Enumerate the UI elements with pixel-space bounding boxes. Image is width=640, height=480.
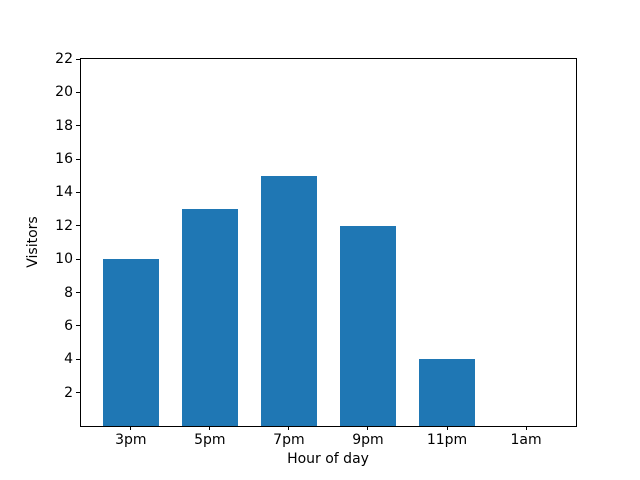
y-tick-mark xyxy=(76,125,80,127)
x-tick-mark xyxy=(209,426,211,430)
y-tick-label: 14 xyxy=(55,184,73,201)
y-tick-mark xyxy=(76,325,80,327)
x-tick-mark xyxy=(367,426,369,430)
y-tick-label: 22 xyxy=(55,51,73,67)
x-tick-label: 1am xyxy=(510,432,542,448)
y-tick-mark xyxy=(76,258,80,260)
y-axis-label: Visitors xyxy=(25,216,41,268)
y-tick-mark xyxy=(76,191,80,193)
x-tick-label: 11pm xyxy=(426,432,468,448)
y-tick-label: 12 xyxy=(55,217,73,234)
y-tick-mark xyxy=(76,392,80,394)
bar-5pm xyxy=(181,209,238,426)
y-tick-label: 16 xyxy=(55,151,73,168)
y-tick-label: 4 xyxy=(64,351,73,368)
x-tick-label: 7pm xyxy=(273,432,305,448)
x-tick-mark xyxy=(525,426,527,430)
y-tick-mark xyxy=(76,358,80,360)
x-tick-mark xyxy=(130,426,132,430)
y-tick-mark xyxy=(76,225,80,227)
y-tick-mark xyxy=(76,292,80,294)
y-tick-label: 2 xyxy=(64,384,73,401)
y-tick-mark xyxy=(76,58,80,60)
plot-area: 2 4 6 8 10 12 14 16 18 20 22 3pm 5pm 7pm 9pm 11pm 1am xyxy=(55,52,577,447)
bar-7pm xyxy=(260,175,317,426)
bar-11pm xyxy=(419,359,475,426)
y-tick-label: 6 xyxy=(64,317,73,334)
bar-9pm xyxy=(339,225,396,426)
x-tick-mark xyxy=(446,426,448,430)
y-tick-mark xyxy=(76,158,80,160)
y-tick-label: 8 xyxy=(64,284,73,301)
y-tick-label: 20 xyxy=(55,84,73,101)
y-tick-label: 10 xyxy=(55,251,73,268)
x-tick-label: 5pm xyxy=(194,432,226,448)
x-axis-label: Hour of day xyxy=(287,451,369,467)
x-tick-label: 3pm xyxy=(115,432,147,448)
y-tick-mark xyxy=(76,91,80,93)
bar-3pm xyxy=(102,259,159,426)
y-tick-label: 18 xyxy=(55,117,73,134)
x-tick-label: 9pm xyxy=(352,432,384,448)
x-tick-mark xyxy=(288,426,290,430)
